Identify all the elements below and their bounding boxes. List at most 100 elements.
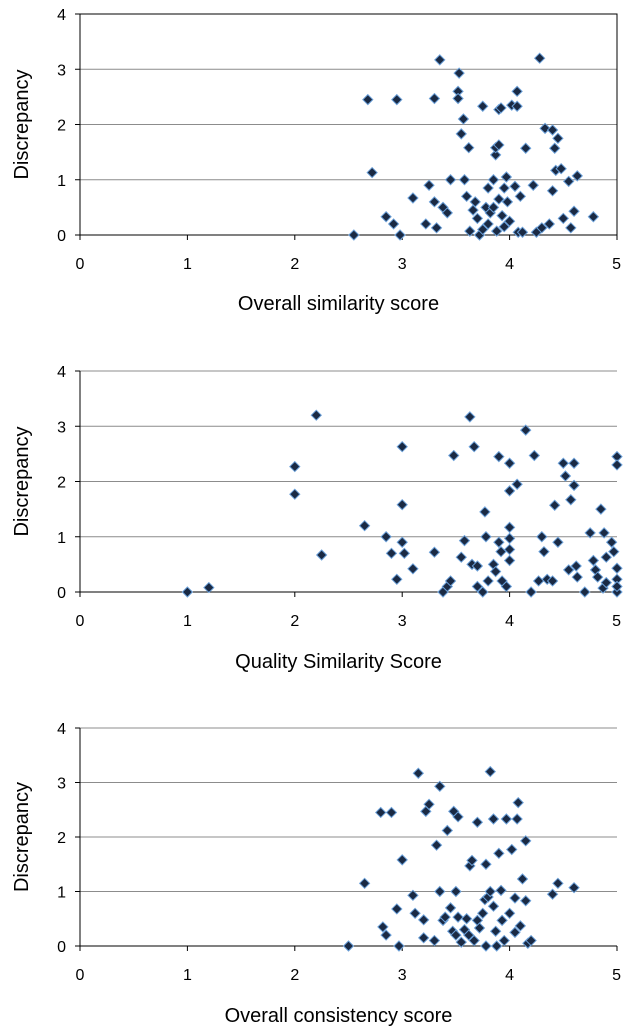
data-point (543, 218, 556, 230)
data-point (482, 218, 494, 230)
data-point (458, 534, 471, 547)
data-point (498, 182, 510, 194)
data-point (468, 440, 480, 453)
y-tick-label: 3 (57, 62, 66, 79)
data-point (506, 843, 518, 856)
y-tick-label: 4 (57, 364, 66, 381)
data-point (549, 499, 561, 511)
data-point (342, 940, 355, 952)
data-point (559, 470, 572, 482)
data-point (489, 925, 502, 937)
data-point (489, 565, 502, 578)
data-point (452, 92, 464, 105)
data-point (511, 85, 523, 98)
data-point (520, 895, 532, 907)
data-point (482, 182, 494, 194)
data-point (591, 571, 604, 583)
data-point (562, 564, 575, 576)
data-point (533, 52, 546, 64)
data-point (503, 215, 516, 227)
data-point (552, 132, 564, 145)
data-point (469, 196, 481, 208)
data-point (611, 562, 623, 574)
series-1 (181, 409, 623, 598)
data-point (444, 575, 457, 587)
data-point (380, 531, 392, 543)
data-point (463, 141, 475, 154)
x-tick-label: 3 (398, 967, 407, 984)
data-point (500, 813, 513, 825)
data-point (420, 218, 432, 230)
data-point (477, 586, 489, 598)
series-1 (348, 52, 600, 241)
data-point (546, 185, 559, 197)
data-point (377, 921, 389, 933)
data-point (595, 503, 607, 515)
data-point (477, 100, 489, 112)
data-point (460, 913, 473, 925)
data-point (514, 920, 527, 932)
data-point (450, 885, 462, 898)
data-point (491, 225, 503, 237)
data-point (385, 547, 398, 560)
data-point (477, 907, 489, 920)
data-point (525, 934, 537, 947)
data-point (464, 411, 476, 423)
x-axis-title: Overall similarity score (238, 293, 439, 315)
data-point (362, 93, 374, 106)
data-point (375, 806, 387, 819)
data-point (600, 551, 612, 563)
data-point (407, 889, 419, 902)
data-point (444, 902, 457, 914)
y-tick-label: 2 (57, 475, 66, 492)
data-point (471, 560, 484, 572)
data-point (471, 816, 484, 828)
y-tick-label: 2 (57, 118, 66, 135)
y-tick-label: 0 (57, 228, 66, 245)
data-point (487, 201, 500, 214)
data-point (495, 545, 507, 558)
data-point (520, 424, 532, 436)
data-point (587, 211, 600, 223)
data-point (471, 212, 484, 225)
data-point (471, 580, 484, 593)
data-point (555, 162, 567, 175)
data-point (444, 174, 457, 186)
data-point (608, 545, 620, 558)
data-point (496, 209, 508, 222)
x-tick-label: 1 (183, 256, 192, 273)
data-point (477, 223, 489, 236)
data-point (500, 171, 513, 183)
data-point (570, 560, 582, 572)
data-point (480, 531, 492, 543)
x-tick-label: 1 (183, 967, 192, 984)
data-point (468, 934, 480, 947)
data-point (557, 457, 570, 469)
x-tick-label: 4 (505, 256, 514, 273)
data-point (509, 926, 521, 939)
data-point (509, 892, 521, 904)
data-point (538, 545, 550, 558)
data-point (466, 854, 478, 867)
data-point (532, 575, 545, 587)
data-point (503, 543, 516, 556)
x-tick-label: 3 (398, 613, 407, 630)
data-point (423, 179, 435, 191)
data-point (493, 139, 505, 151)
data-point (455, 936, 467, 948)
data-point (452, 911, 464, 923)
data-point (385, 806, 398, 819)
data-point (417, 914, 430, 926)
data-point (387, 218, 400, 230)
y-axis-title: Discrepancy (11, 426, 33, 536)
data-point (487, 900, 500, 912)
data-point (503, 532, 516, 545)
data-point (489, 149, 502, 161)
data-point (428, 196, 441, 208)
data-point (458, 174, 471, 186)
data-point (396, 854, 408, 866)
data-point (484, 885, 496, 898)
data-point (430, 839, 443, 851)
data-point (552, 877, 564, 890)
data-point (423, 798, 435, 811)
